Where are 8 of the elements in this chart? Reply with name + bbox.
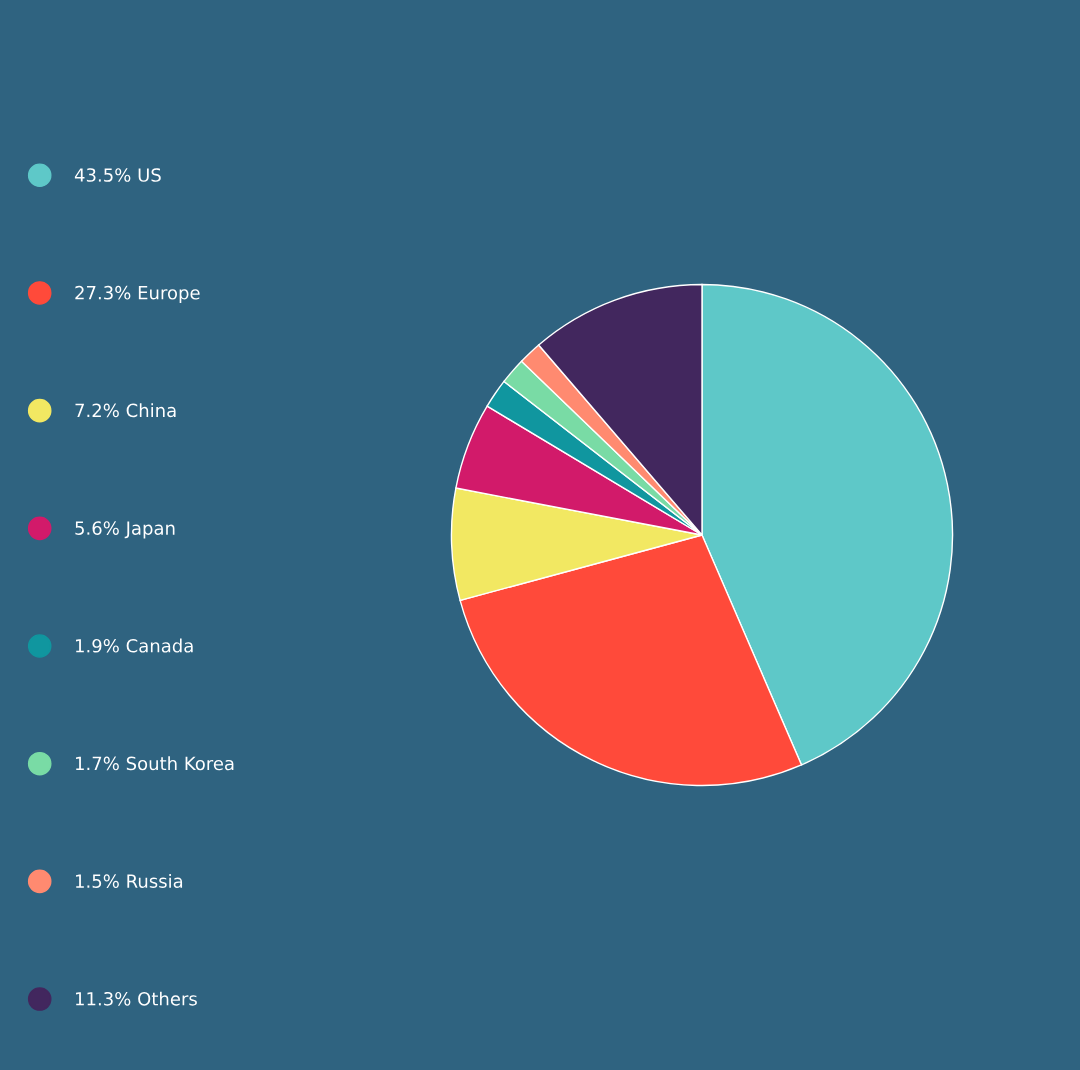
legend-label: 1.5% Russia [75,873,183,888]
legend-label: 11.3% Others [75,991,197,1006]
legend-label: 7.2% China [75,403,176,418]
legend-label: 43.5% US [74,168,161,182]
legend-label: 1.9% Canada [75,638,193,653]
legend-label: 27.3% Europe [75,285,200,304]
legend-label: 5.6% Japan [75,521,175,539]
legend-label: 1.7% South Korea [75,756,234,771]
